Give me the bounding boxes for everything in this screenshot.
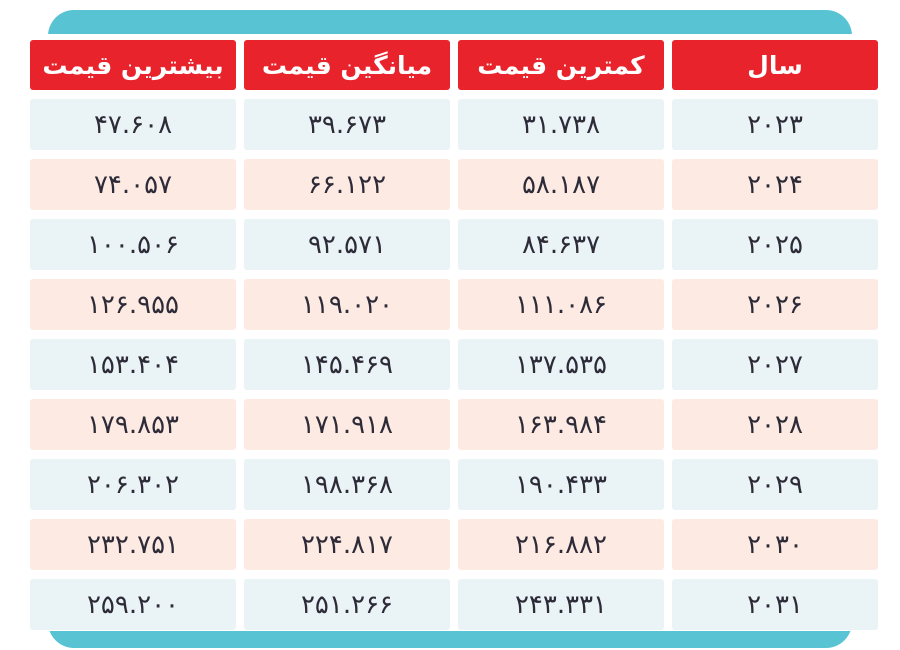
cell-year-row-9: ۲۰۳۱ <box>672 579 878 630</box>
cell-min-price-row-9: ۲۴۳.۳۳۱ <box>458 579 664 630</box>
cell-max-price-row-7: ۲۰۶.۳۰۲ <box>30 459 236 510</box>
cell-max-price-row-3: ۱۰۰.۵۰۶ <box>30 219 236 270</box>
cell-min-price-row-4: ۱۱۱.۰۸۶ <box>458 279 664 330</box>
cell-year-row-5: ۲۰۲۷ <box>672 339 878 390</box>
cell-avg-price-row-4: ۱۱۹.۰۲۰ <box>244 279 450 330</box>
cell-max-price-row-6: ۱۷۹.۸۵۳ <box>30 399 236 450</box>
cell-min-price-row-6: ۱۶۳.۹۸۴ <box>458 399 664 450</box>
cell-avg-price-row-5: ۱۴۵.۴۶۹ <box>244 339 450 390</box>
cell-avg-price-row-1: ۳۹.۶۷۳ <box>244 99 450 150</box>
column-header-year: سال <box>672 40 878 90</box>
cell-min-price-row-7: ۱۹۰.۴۳۳ <box>458 459 664 510</box>
cell-min-price-row-5: ۱۳۷.۵۳۵ <box>458 339 664 390</box>
cell-avg-price-row-6: ۱۷۱.۹۱۸ <box>244 399 450 450</box>
cell-year-row-8: ۲۰۳۰ <box>672 519 878 570</box>
cell-min-price-row-2: ۵۸.۱۸۷ <box>458 159 664 210</box>
cell-min-price-row-8: ۲۱۶.۸۸۲ <box>458 519 664 570</box>
column-header-avg-price: میانگین قیمت <box>244 40 450 90</box>
cell-year-row-6: ۲۰۲۸ <box>672 399 878 450</box>
price-grid: سال کمترین قیمت میانگین قیمت بیشترین قیمت ۲۰… <box>30 34 878 630</box>
column-header-max-price: بیشترین قیمت <box>30 40 236 90</box>
cell-year-row-4: ۲۰۲۶ <box>672 279 878 330</box>
cell-avg-price-row-8: ۲۲۴.۸۱۷ <box>244 519 450 570</box>
column-header-min-price: کمترین قیمت <box>458 40 664 90</box>
cell-year-row-3: ۲۰۲۵ <box>672 219 878 270</box>
cell-max-price-row-8: ۲۳۲.۷۵۱ <box>30 519 236 570</box>
cell-max-price-row-1: ۴۷.۶۰۸ <box>30 99 236 150</box>
cell-min-price-row-3: ۸۴.۶۳۷ <box>458 219 664 270</box>
cell-year-row-1: ۲۰۲۳ <box>672 99 878 150</box>
cell-max-price-row-2: ۷۴.۰۵۷ <box>30 159 236 210</box>
cell-avg-price-row-3: ۹۲.۵۷۱ <box>244 219 450 270</box>
cell-max-price-row-5: ۱۵۳.۴۰۴ <box>30 339 236 390</box>
cell-avg-price-row-7: ۱۹۸.۳۶۸ <box>244 459 450 510</box>
cell-year-row-2: ۲۰۲۴ <box>672 159 878 210</box>
price-forecast-table: سال کمترین قیمت میانگین قیمت بیشترین قیمت ۲۰… <box>30 34 878 631</box>
cell-avg-price-row-9: ۲۵۱.۲۶۶ <box>244 579 450 630</box>
cell-avg-price-row-2: ۶۶.۱۲۲ <box>244 159 450 210</box>
cell-year-row-7: ۲۰۲۹ <box>672 459 878 510</box>
cell-max-price-row-4: ۱۲۶.۹۵۵ <box>30 279 236 330</box>
cell-max-price-row-9: ۲۵۹.۲۰۰ <box>30 579 236 630</box>
cell-min-price-row-1: ۳۱.۷۳۸ <box>458 99 664 150</box>
